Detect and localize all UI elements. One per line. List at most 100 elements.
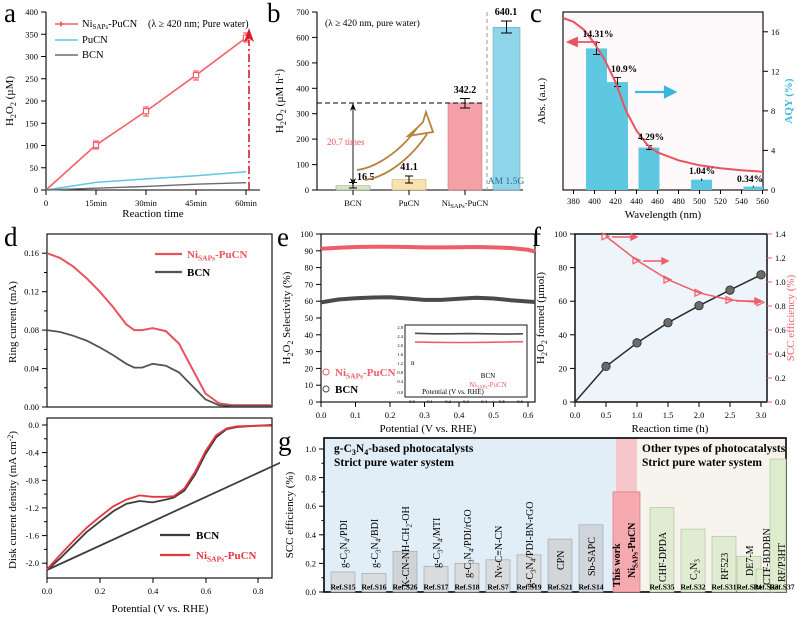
ref-4: Ref.S18	[454, 583, 479, 592]
times-label: 20.7 times	[327, 137, 365, 147]
svg-text:8: 8	[771, 106, 775, 116]
panel-b-annotation: (λ ≥ 420 nm, pure water)	[325, 18, 420, 29]
svg-text:400: 400	[588, 196, 601, 206]
panel-a-letter: a	[4, 0, 16, 28]
panel-d-xlabel: Potential (V vs. RHE)	[112, 603, 209, 615]
svg-text:90: 90	[305, 246, 314, 256]
panel-f-yticks-right: 0.0 0.2 0.4 0.6 0.8 1.0 1.2 1.4	[767, 229, 786, 407]
svg-text:0.6: 0.6	[201, 586, 212, 596]
panel-c-chart: 14.31% 10.9% 4.29% 1.04% 0.34% 380 400 4…	[536, 11, 795, 221]
svg-text:0.8: 0.8	[397, 370, 403, 375]
svg-text:60: 60	[305, 296, 314, 306]
bar-name-15: RF/P3HT	[777, 543, 788, 582]
selectivity-series-bcn	[320, 295, 536, 305]
panel-d-letter: d	[4, 222, 18, 252]
svg-text:1.6: 1.6	[397, 352, 403, 357]
svg-text:1.0: 1.0	[305, 444, 316, 454]
svg-text:150: 150	[25, 118, 38, 128]
svg-text:420: 420	[609, 196, 622, 206]
panel-d-ring-yticks: 0.00 0.04 0.08 0.12 0.16	[24, 248, 47, 412]
panel-f-letter: f	[532, 222, 541, 252]
panel-g-bar-names: g-C3N4/PDI g-C3N4/BDI K-CN-NH-CH2-OH g-C…	[339, 502, 788, 588]
svg-text:400: 400	[296, 83, 309, 93]
panel-f: f 0 20 40 60 80 100 0.0 0.2 0.4 0.6 0.8 …	[530, 222, 797, 437]
svg-text:0.2: 0.2	[775, 373, 786, 383]
ref-0: Ref.S15	[330, 583, 355, 592]
right-axis-arrows	[612, 232, 763, 306]
inset-ticks: 0.0 0.1 0.2 0.3 0.4 0.5 0.6 2.8 2.4 2.0 1.6 1…	[397, 325, 523, 404]
svg-text:0.0: 0.0	[570, 410, 581, 420]
bar-name-8: Sb-SAPC	[587, 537, 598, 576]
inset-legend-0: BCN	[481, 372, 495, 380]
svg-text:0.0: 0.0	[42, 586, 53, 596]
panel-g-yticks: 0.0 0.2 0.4 0.6 0.8 1.0	[305, 444, 324, 597]
svg-text:1.0: 1.0	[775, 277, 786, 287]
aqy-label-450: 4.29%	[638, 133, 664, 143]
value-label-am15g: 640.1	[495, 7, 518, 18]
am15g-label: AM 1.5G	[488, 177, 525, 187]
inset-series-nisap	[414, 340, 524, 344]
svg-text:50: 50	[305, 313, 314, 323]
svg-text:100: 100	[554, 229, 567, 239]
bar-name-1: g-C3N4/BDI	[370, 519, 383, 568]
ref-2: Ref.S26	[392, 583, 417, 592]
aqy-bar-500	[691, 179, 713, 190]
panel-d-ring-plot: 0.00 0.04 0.08 0.12 0.16 NiSAPs-PuCN BCN…	[7, 233, 273, 412]
bar-name-11: C2N3	[689, 559, 702, 580]
ref-10: Ref.S35	[649, 583, 674, 592]
svg-text:30: 30	[305, 347, 314, 357]
svg-text:0.5: 0.5	[499, 399, 505, 404]
svg-text:0.08: 0.08	[24, 325, 39, 335]
panel-f-xlabel: Reaction time (h)	[632, 423, 709, 435]
panel-b-chart: 0 100 200 300 400 500 600 700 16	[274, 7, 525, 210]
svg-text:2.5: 2.5	[725, 410, 736, 420]
panel-a-annotation: (λ ≥ 420 nm; Pure water)	[148, 19, 249, 30]
svg-text:0.6: 0.6	[523, 410, 534, 420]
svg-text:250: 250	[25, 74, 38, 84]
svg-text:2.0: 2.0	[694, 410, 705, 420]
svg-text:0.4: 0.4	[305, 530, 316, 540]
aqy-label-400: 14.31%	[583, 30, 614, 40]
bar-name-6: g-C3N4/PDI-BN-rGO	[525, 502, 538, 588]
panel-d-ylabel-top: Ring current (mA)	[7, 281, 19, 363]
bar-g-11	[680, 528, 706, 593]
aqy-bar-550	[743, 186, 763, 190]
svg-text:50: 50	[30, 163, 39, 173]
inset-series-bcn	[414, 332, 524, 335]
panel-f-plotarea: 0 20 40 60 80 100 0.0 0.2 0.4 0.6 0.8 1.…	[554, 229, 786, 420]
ref-5: Ref.S7	[487, 583, 509, 592]
svg-text:0.1: 0.1	[350, 410, 361, 420]
scc-efficiency-series	[605, 235, 762, 304]
panel-c-ylabel-right: AQY (%)	[783, 78, 795, 123]
svg-text:0.2: 0.2	[385, 410, 396, 420]
legend-label-e-0: NiSAPs-PuCN	[335, 367, 396, 381]
panel-f-ylabel-left: H2O2 formed (µmol)	[535, 272, 549, 364]
panel-c: c	[528, 0, 797, 222]
svg-text:0: 0	[563, 397, 567, 407]
bar-g-5	[485, 559, 511, 593]
svg-text:0.6: 0.6	[517, 399, 523, 404]
panel-g: g 0.0 0.2 0.4 0.6 0.8 1.0 g-C3N4-based p…	[278, 426, 797, 624]
bar-name-9-thiswork: This work	[612, 543, 623, 587]
bar-g-10	[649, 507, 675, 593]
svg-text:0.4: 0.4	[148, 586, 159, 596]
svg-text:0.0: 0.0	[775, 397, 786, 407]
svg-text:4: 4	[771, 145, 776, 155]
svg-text:0.6: 0.6	[775, 325, 786, 335]
svg-text:2.8: 2.8	[397, 325, 403, 330]
svg-text:0.4: 0.4	[454, 410, 465, 420]
svg-text:80: 80	[305, 263, 314, 273]
legend-label-d-top-1: BCN	[187, 267, 210, 279]
svg-text:15min: 15min	[85, 198, 107, 208]
times-indicator	[350, 103, 356, 186]
panel-a-chart: 0 50 100 150 200 250 300 350 400 0 15min…	[4, 7, 260, 218]
svg-text:0.5: 0.5	[488, 410, 499, 420]
panel-a-xlabel: Reaction time	[122, 208, 184, 218]
svg-text:100: 100	[25, 141, 38, 151]
svg-text:45min: 45min	[185, 198, 207, 208]
ring-series-nisap	[46, 252, 272, 407]
svg-text:0.1: 0.1	[427, 399, 433, 404]
series-pucn	[45, 171, 247, 191]
bar-g-9	[612, 491, 641, 593]
aqy-bar-450	[638, 147, 660, 190]
